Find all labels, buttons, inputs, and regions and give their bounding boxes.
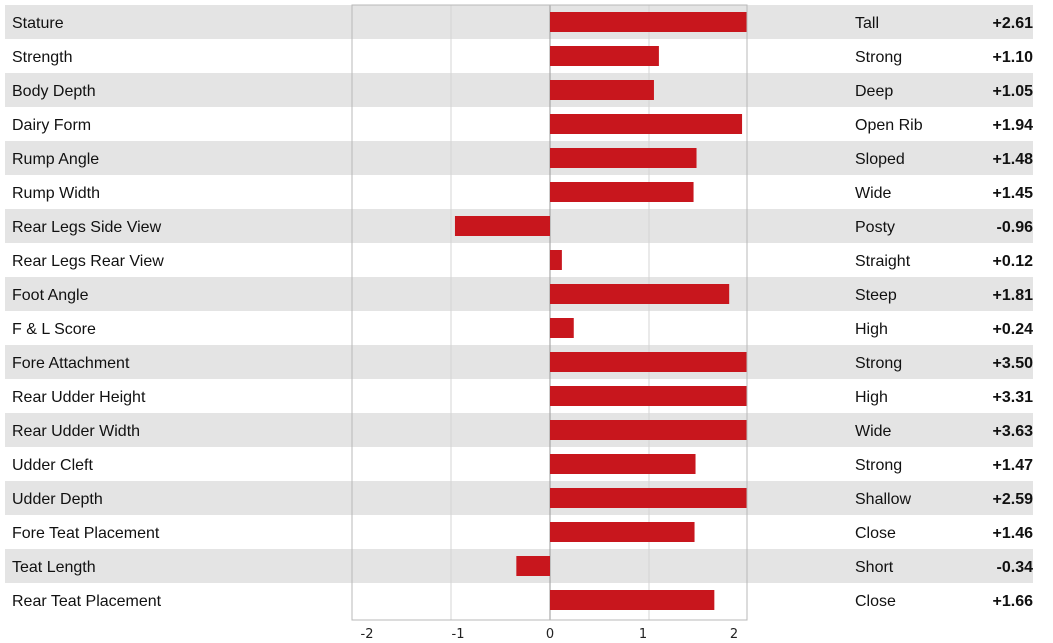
bar (550, 522, 695, 542)
bar (454, 216, 550, 236)
bar (550, 488, 747, 508)
trait-label: Rear Udder Height (12, 389, 146, 406)
bar (550, 318, 574, 338)
value-label: +1.45 (993, 185, 1034, 202)
value-label: +3.50 (993, 355, 1034, 372)
bar (550, 420, 747, 440)
descriptor-label: Posty (855, 219, 895, 236)
value-label: +1.48 (993, 151, 1034, 168)
bar (550, 352, 747, 372)
plot-border (351, 4, 748, 621)
trait-label: Teat Length (12, 559, 96, 576)
bar (550, 114, 743, 134)
trait-label: Strength (12, 49, 72, 66)
row-band (5, 277, 1033, 311)
bar (516, 556, 550, 576)
value-label: +0.12 (993, 253, 1034, 270)
row-band (5, 345, 1033, 379)
descriptor-label: Sloped (855, 151, 905, 168)
descriptor-label: Open Rib (855, 117, 923, 134)
x-tick-label: 1 (639, 627, 647, 642)
x-tick-label: -2 (361, 627, 374, 642)
x-tick-label: -1 (452, 627, 465, 642)
trait-label: Rear Teat Placement (12, 593, 162, 610)
descriptor-label: Tall (855, 15, 879, 32)
value-label: +1.05 (993, 83, 1034, 100)
descriptor-label: Strong (855, 49, 902, 66)
bar (550, 386, 747, 406)
trait-label: Rear Udder Width (12, 423, 140, 440)
trait-label: Body Depth (12, 83, 96, 100)
descriptor-label: Strong (855, 355, 902, 372)
trait-label: Rump Width (12, 185, 100, 202)
descriptor-label: Deep (855, 83, 893, 100)
value-label: -0.96 (997, 219, 1034, 236)
row-band (5, 73, 1033, 107)
trait-label: Foot Angle (12, 287, 89, 304)
descriptor-label: Wide (855, 185, 892, 202)
value-label: +2.59 (993, 491, 1034, 508)
descriptor-label: Short (855, 559, 894, 576)
bar (550, 284, 730, 304)
descriptor-label: High (855, 389, 888, 406)
trait-label: Rear Legs Rear View (12, 253, 164, 270)
plot-frame (351, 4, 748, 621)
value-label: +0.24 (993, 321, 1034, 338)
value-label: +1.10 (993, 49, 1034, 66)
trait-label: F & L Score (12, 321, 96, 338)
trait-label: Fore Attachment (12, 355, 130, 372)
descriptor-label: High (855, 321, 888, 338)
descriptor-label: Wide (855, 423, 892, 440)
value-label: +1.94 (993, 117, 1034, 134)
bar (550, 182, 694, 202)
grid-lines (450, 5, 650, 620)
value-label: +1.46 (993, 525, 1034, 542)
trait-label: Fore Teat Placement (12, 525, 160, 542)
row-band (5, 413, 1033, 447)
value-label: +1.66 (993, 593, 1034, 610)
trait-label: Dairy Form (12, 117, 91, 134)
descriptor-label: Close (855, 593, 896, 610)
x-axis-ticks: -2 -1 0 1 2 (361, 627, 739, 642)
descriptor-label: Close (855, 525, 896, 542)
descriptor-label: Shallow (855, 491, 911, 508)
row-labels: Stature Tall +2.61 Strength Strong +1.10 Body … (12, 15, 1033, 610)
value-label: +2.61 (993, 15, 1034, 32)
bar (550, 46, 659, 66)
x-tick-label: 0 (546, 627, 554, 642)
bar (550, 590, 715, 610)
trait-label: Rear Legs Side View (12, 219, 162, 236)
value-label: +3.63 (993, 423, 1034, 440)
bar (550, 148, 697, 168)
descriptor-label: Straight (855, 253, 911, 270)
value-label: +3.31 (993, 389, 1034, 406)
x-tick-label: 2 (730, 627, 738, 642)
row-bands (5, 5, 1033, 583)
row-band (5, 5, 1033, 39)
trait-label: Stature (12, 15, 64, 32)
bar (550, 12, 747, 32)
bar (550, 454, 696, 474)
value-label: +1.47 (993, 457, 1034, 474)
row-band (5, 141, 1033, 175)
trait-label: Udder Depth (12, 491, 103, 508)
row-band (5, 481, 1033, 515)
bar (550, 80, 654, 100)
bars (454, 12, 747, 610)
trait-label: Rump Angle (12, 151, 99, 168)
descriptor-label: Strong (855, 457, 902, 474)
value-label: +1.81 (993, 287, 1034, 304)
bar (550, 250, 562, 270)
descriptor-label: Steep (855, 287, 897, 304)
trait-label: Udder Cleft (12, 457, 93, 474)
value-label: -0.34 (997, 559, 1034, 576)
